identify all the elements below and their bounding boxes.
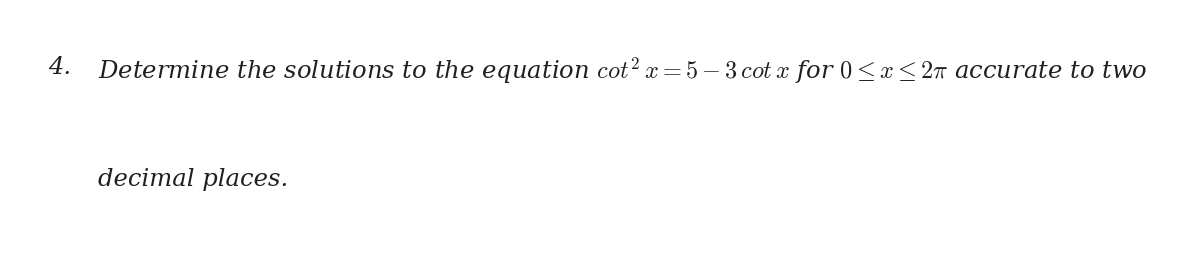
Text: decimal places.: decimal places. bbox=[98, 168, 289, 191]
Text: Determine the solutions to the equation $\mathit{cot}^2\, x = 5 - 3\, \mathit{co: Determine the solutions to the equation … bbox=[98, 56, 1148, 87]
Text: 4.: 4. bbox=[48, 56, 71, 79]
